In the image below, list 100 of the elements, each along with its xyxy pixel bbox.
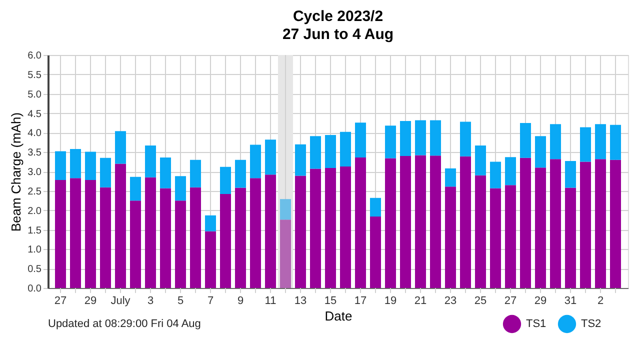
- y-tick-label: 5.0: [28, 89, 42, 100]
- bar: [100, 187, 111, 288]
- y-tick-label: 3.0: [28, 167, 42, 178]
- x-tick-label: 5: [177, 295, 184, 307]
- bar: [565, 188, 576, 288]
- x-tick-label: 17: [354, 295, 367, 307]
- bar: [340, 166, 351, 288]
- bar: [520, 158, 531, 288]
- x-tick-label: 7: [207, 295, 214, 307]
- bar: [475, 175, 486, 288]
- bar: [85, 152, 96, 180]
- x-tick-label: 25: [474, 295, 487, 307]
- bar: [145, 145, 156, 178]
- bar: [130, 176, 141, 201]
- bar: [85, 180, 96, 288]
- bar: [175, 200, 186, 288]
- y-tick-label: 2.5: [28, 186, 42, 198]
- x-axis-title: Date: [324, 308, 352, 324]
- bar: [160, 158, 171, 188]
- bar: [550, 159, 561, 288]
- x-tick-label: 13: [294, 295, 307, 307]
- x-tick-label: 15: [324, 295, 337, 307]
- y-tick-label: 4.0: [28, 128, 42, 140]
- bar: [385, 158, 396, 288]
- legend-label: TS2: [581, 318, 602, 330]
- bar: [115, 164, 126, 288]
- bar: [130, 200, 141, 288]
- bar: [430, 156, 441, 288]
- chart-subtitle: 27 Jun to 4 Aug: [282, 26, 394, 43]
- bar: [205, 231, 216, 288]
- x-tick-label: 21: [414, 295, 427, 307]
- bar: [175, 176, 186, 201]
- bar: [310, 168, 321, 288]
- y-tick-label: 0.5: [28, 264, 42, 276]
- x-tick-label: 29: [84, 295, 97, 307]
- bar: [235, 160, 246, 188]
- bar: [580, 127, 591, 162]
- bar: [220, 194, 231, 288]
- bar: [265, 140, 276, 175]
- y-axis-title: Beam Charge (mAh): [8, 112, 24, 232]
- x-tick-label: 11: [264, 295, 276, 307]
- bar: [70, 148, 81, 178]
- bar: [355, 122, 366, 158]
- bar: [280, 220, 291, 288]
- bar: [370, 216, 381, 288]
- text: Updated at 08:29:00 Fri 04 Aug: [48, 318, 201, 330]
- bar: [265, 174, 276, 288]
- bar: [145, 177, 156, 288]
- bar: [295, 144, 306, 176]
- x-tick-label: 9: [237, 295, 244, 307]
- bar: [250, 178, 261, 288]
- bar: [100, 158, 111, 188]
- bar: [475, 145, 486, 176]
- bar: [445, 186, 456, 288]
- bar: [325, 134, 336, 168]
- bar: [490, 188, 501, 288]
- x-tick-label: 29: [534, 295, 547, 307]
- bar: [565, 161, 576, 188]
- bar: [235, 188, 246, 288]
- x-tick-label: 2: [597, 295, 604, 307]
- bar: [415, 155, 426, 288]
- y-tick-label: 6.0: [28, 50, 42, 62]
- x-tick-label: 27: [504, 295, 517, 307]
- bar: [385, 126, 396, 158]
- chart-title: Cycle 2023/2: [292, 8, 384, 25]
- y-tick-label: 1.5: [28, 225, 42, 236]
- x-tick-label: July: [110, 295, 131, 307]
- bar: [430, 120, 441, 156]
- bar: [400, 156, 411, 288]
- bar: [595, 124, 606, 160]
- bar: [280, 199, 291, 220]
- bar: [580, 162, 591, 288]
- y-tick-label: 5.5: [28, 70, 42, 81]
- x-tick-label: 19: [384, 295, 397, 307]
- bar: [445, 168, 456, 187]
- x-tick-label: 23: [444, 295, 457, 307]
- bar: [610, 124, 621, 160]
- bar: [505, 185, 516, 288]
- bar: [490, 162, 501, 188]
- bar: [55, 180, 66, 288]
- bar: [595, 159, 606, 288]
- y-tick-label: 3.5: [28, 148, 42, 159]
- bar: [220, 166, 231, 194]
- bar: [535, 136, 546, 168]
- bar: [55, 151, 66, 180]
- legend-label: TS1: [526, 318, 546, 330]
- bar: [205, 215, 216, 232]
- bar: [460, 122, 471, 156]
- bar: [340, 132, 351, 166]
- bar: [190, 160, 201, 188]
- bar: [250, 144, 261, 178]
- bar: [400, 121, 411, 156]
- bar: [190, 187, 201, 288]
- y-tick-label: 2.0: [28, 206, 42, 217]
- bar: [460, 156, 471, 288]
- bar: [70, 178, 81, 288]
- bar: [295, 176, 306, 288]
- bar: [355, 158, 366, 288]
- x-tick-label: 31: [564, 295, 577, 307]
- bar: [520, 122, 531, 158]
